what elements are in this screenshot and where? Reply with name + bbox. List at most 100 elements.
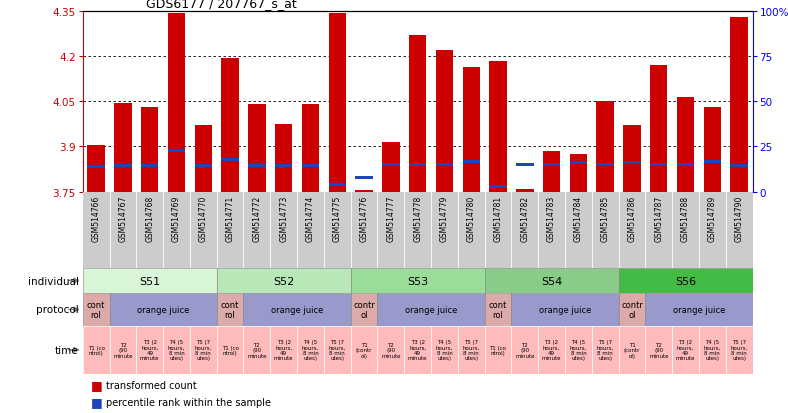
- Text: GSM514771: GSM514771: [225, 195, 235, 241]
- Bar: [485, 293, 511, 326]
- Text: GSM514788: GSM514788: [681, 195, 690, 241]
- Text: GSM514774: GSM514774: [306, 195, 315, 241]
- Text: T1
(contr
ol): T1 (contr ol): [624, 342, 640, 358]
- Bar: [543, 152, 560, 192]
- Bar: [248, 105, 266, 192]
- Text: S56: S56: [675, 276, 696, 286]
- Text: T5 (7
hours,
8 min
utes): T5 (7 hours, 8 min utes): [730, 339, 748, 361]
- Bar: [110, 326, 136, 374]
- Bar: [538, 326, 565, 374]
- Text: S51: S51: [139, 276, 160, 286]
- Bar: [489, 62, 507, 192]
- Text: T2
(90
minute: T2 (90 minute: [381, 342, 400, 358]
- Bar: [136, 326, 163, 374]
- Bar: [458, 326, 485, 374]
- Text: orange juice: orange juice: [137, 305, 189, 314]
- Bar: [83, 293, 110, 326]
- Bar: [699, 326, 726, 374]
- Bar: [485, 268, 619, 293]
- Text: T5 (7
hours,
8 min
utes): T5 (7 hours, 8 min utes): [329, 339, 346, 361]
- Text: S52: S52: [273, 276, 294, 286]
- Bar: [168, 14, 185, 192]
- Text: T2
(90
minute: T2 (90 minute: [247, 342, 266, 358]
- Bar: [275, 165, 292, 168]
- Bar: [141, 165, 158, 168]
- Bar: [485, 326, 511, 374]
- Text: percentile rank within the sample: percentile rank within the sample: [106, 397, 271, 407]
- Text: orange juice: orange juice: [673, 305, 725, 314]
- Text: GSM514776: GSM514776: [359, 195, 369, 241]
- Bar: [275, 125, 292, 192]
- Text: T3 (2
hours,
49
minute: T3 (2 hours, 49 minute: [140, 339, 159, 361]
- Bar: [355, 176, 373, 180]
- Bar: [243, 293, 351, 326]
- Bar: [324, 326, 351, 374]
- Text: GSM514789: GSM514789: [708, 195, 717, 241]
- Text: T2
(90
minute: T2 (90 minute: [649, 342, 668, 358]
- Text: T2
(90
minute: T2 (90 minute: [515, 342, 534, 358]
- Text: GSM514777: GSM514777: [386, 195, 396, 241]
- Bar: [623, 126, 641, 192]
- Bar: [141, 108, 158, 192]
- Text: T4 (5
hours,
8 min
utes): T4 (5 hours, 8 min utes): [436, 339, 453, 361]
- Bar: [404, 326, 431, 374]
- Text: GSM514782: GSM514782: [520, 195, 530, 241]
- Bar: [463, 68, 480, 192]
- Text: GSM514766: GSM514766: [91, 195, 101, 241]
- Bar: [672, 326, 699, 374]
- Text: contr
ol: contr ol: [353, 300, 375, 319]
- Text: T5 (7
hours,
8 min
utes): T5 (7 hours, 8 min utes): [463, 339, 480, 361]
- Bar: [619, 293, 645, 326]
- Bar: [516, 163, 533, 166]
- Bar: [645, 293, 753, 326]
- Bar: [114, 104, 132, 192]
- Bar: [377, 326, 404, 374]
- Text: cont
rol: cont rol: [221, 300, 240, 319]
- Bar: [409, 36, 426, 192]
- Bar: [297, 326, 324, 374]
- Bar: [195, 165, 212, 168]
- Bar: [650, 163, 667, 166]
- Bar: [329, 14, 346, 192]
- Text: contr
ol: contr ol: [621, 300, 643, 319]
- Text: T4 (5
hours,
8 min
utes): T4 (5 hours, 8 min utes): [570, 339, 587, 361]
- Bar: [730, 165, 748, 168]
- Bar: [243, 326, 270, 374]
- Bar: [463, 160, 480, 163]
- Bar: [217, 326, 243, 374]
- Bar: [704, 160, 721, 163]
- Bar: [270, 326, 297, 374]
- Text: GSM514781: GSM514781: [493, 195, 503, 241]
- Text: T2
(90
minute: T2 (90 minute: [113, 342, 132, 358]
- Bar: [217, 293, 243, 326]
- Bar: [726, 326, 753, 374]
- Text: GSM514767: GSM514767: [118, 195, 128, 241]
- Bar: [543, 163, 560, 166]
- Text: orange juice: orange juice: [271, 305, 323, 314]
- Text: GSM514784: GSM514784: [574, 195, 583, 241]
- Text: cont
rol: cont rol: [87, 300, 106, 319]
- Bar: [190, 326, 217, 374]
- Bar: [619, 268, 753, 293]
- Bar: [431, 326, 458, 374]
- Bar: [351, 326, 377, 374]
- Bar: [516, 189, 533, 192]
- Bar: [409, 163, 426, 166]
- Bar: [163, 326, 190, 374]
- Text: individual: individual: [28, 276, 79, 286]
- Bar: [351, 293, 377, 326]
- Text: transformed count: transformed count: [106, 380, 197, 390]
- Text: T4 (5
hours,
8 min
utes): T4 (5 hours, 8 min utes): [704, 339, 721, 361]
- Bar: [489, 186, 507, 189]
- Text: GSM514773: GSM514773: [279, 195, 288, 241]
- Bar: [114, 165, 132, 168]
- Bar: [570, 154, 587, 192]
- Bar: [511, 326, 538, 374]
- Bar: [302, 105, 319, 192]
- Text: T3 (2
hours,
49
minute: T3 (2 hours, 49 minute: [408, 339, 427, 361]
- Bar: [382, 163, 400, 166]
- Bar: [377, 293, 485, 326]
- Text: GDS6177 / 207767_s_at: GDS6177 / 207767_s_at: [146, 0, 296, 10]
- Text: time: time: [55, 345, 79, 355]
- Text: GSM514785: GSM514785: [600, 195, 610, 241]
